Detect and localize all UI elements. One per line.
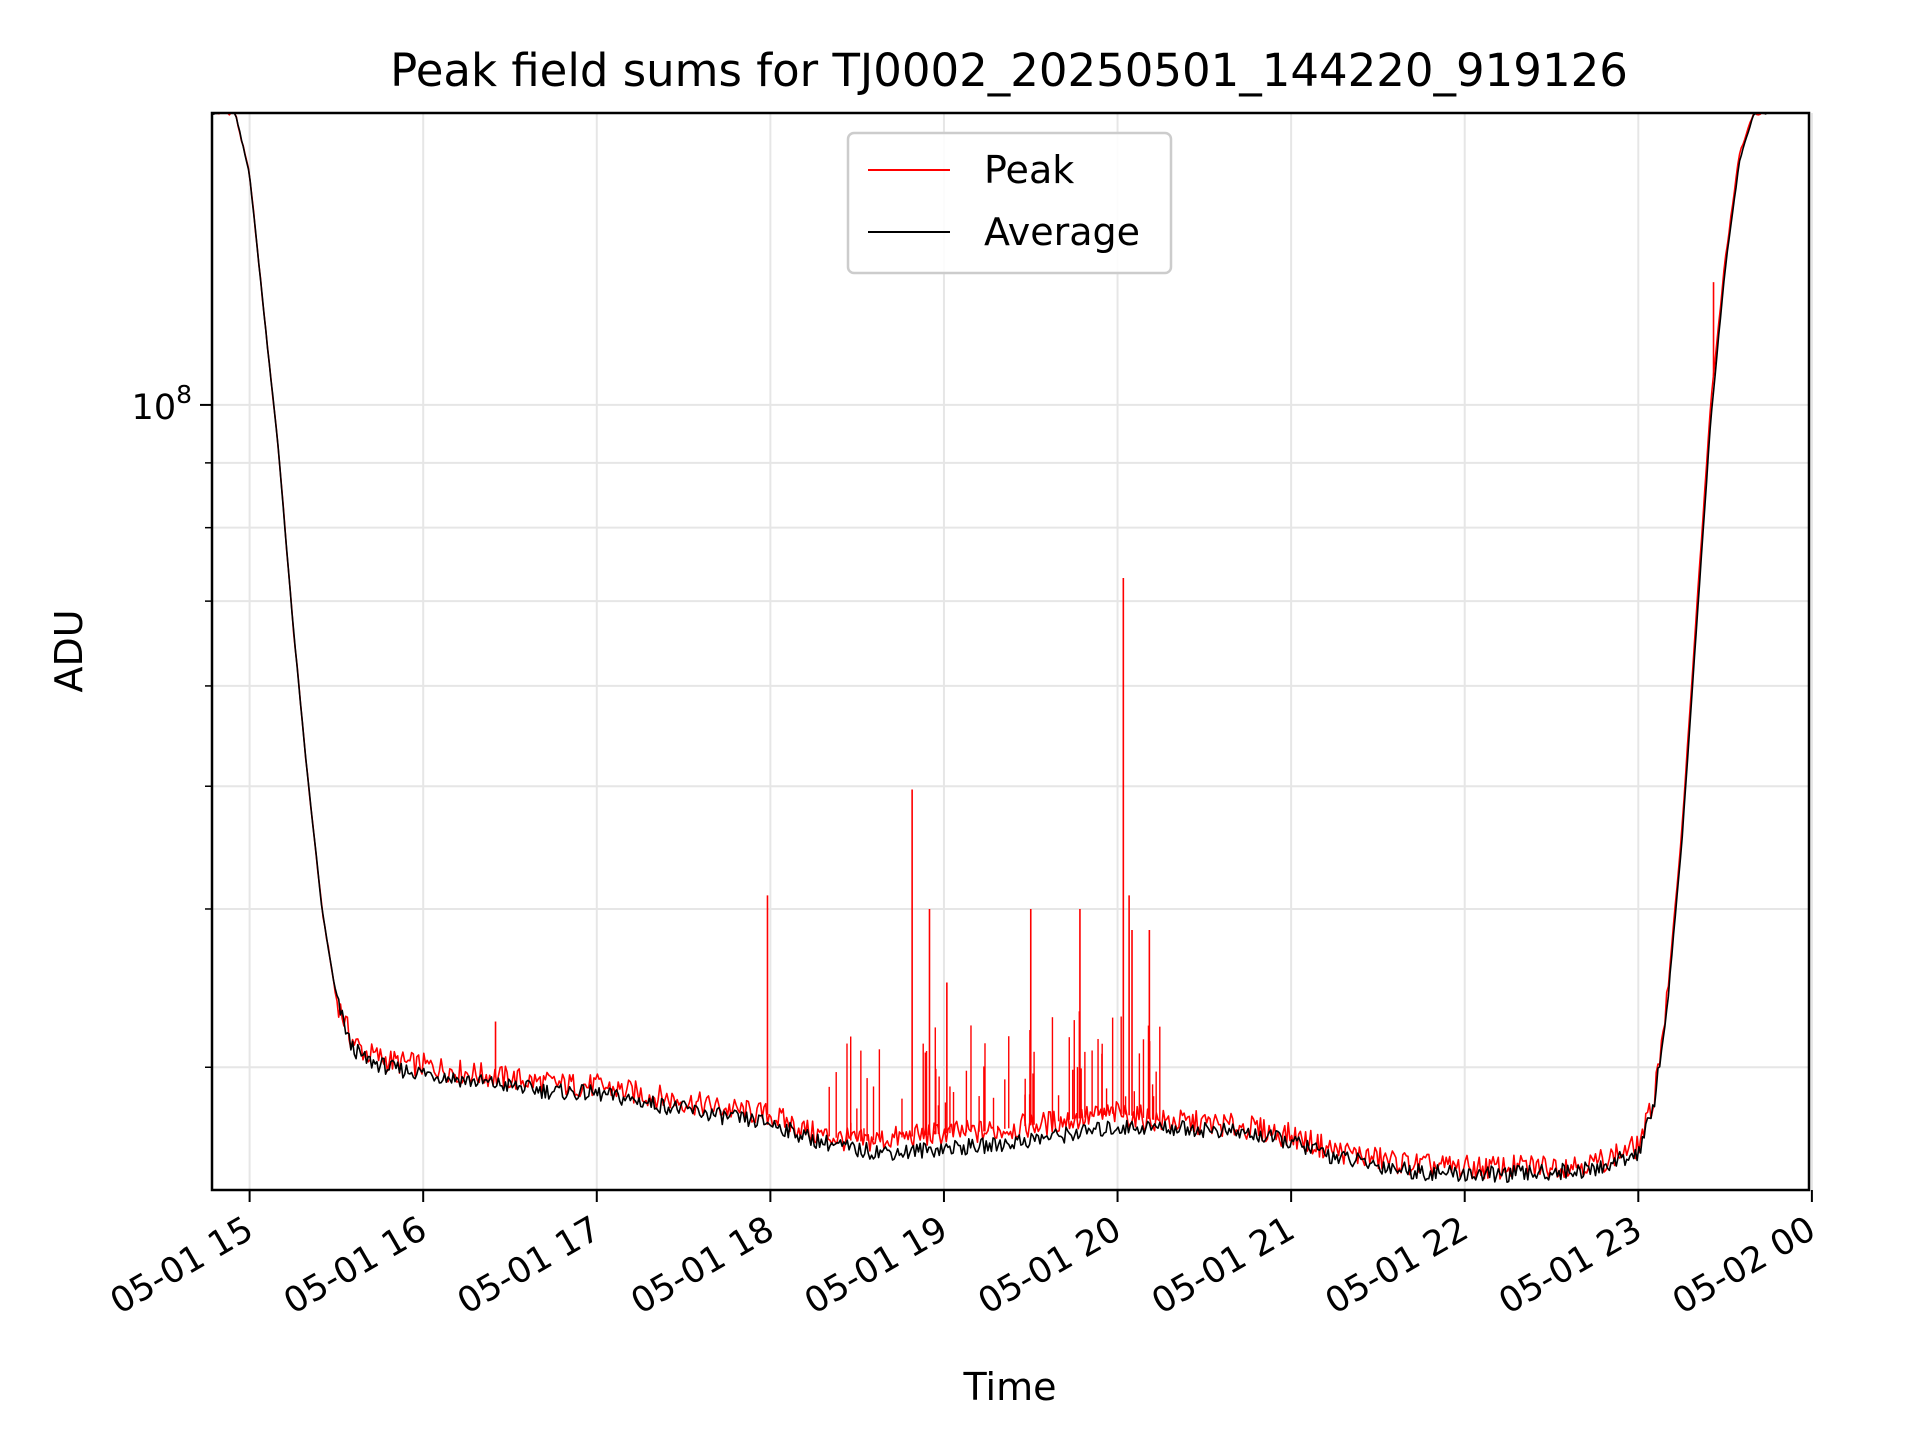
chart-title: Peak field sums for TJ0002_20250501_1442… xyxy=(390,44,1628,97)
series-line-average xyxy=(212,113,1768,1183)
x-tick-label: 05-01 23 xyxy=(1493,1209,1649,1322)
grid xyxy=(212,113,1813,1190)
legend-label-peak: Peak xyxy=(984,148,1074,192)
x-tick-label: 05-01 16 xyxy=(277,1209,433,1322)
legend: Peak Average xyxy=(846,131,1173,275)
x-axis-ticks: 05-01 15 05-01 16 05-01 17 05-01 18 05-01 19… xyxy=(104,1190,1822,1322)
x-axis-label: Time xyxy=(963,1365,1057,1409)
legend-box xyxy=(846,131,1173,275)
x-tick-label: 05-02 00 xyxy=(1666,1209,1822,1322)
x-tick-label: 05-01 15 xyxy=(104,1209,260,1322)
x-tick-label: 05-01 22 xyxy=(1319,1209,1475,1322)
x-tick-label: 05-01 21 xyxy=(1145,1209,1301,1322)
x-tick-label: 05-01 19 xyxy=(798,1209,954,1322)
plot-frame xyxy=(210,111,1811,1192)
x-tick-label: 05-01 17 xyxy=(451,1209,607,1322)
series-line-peak xyxy=(212,113,1768,1180)
y-axis-ticks: 108 xyxy=(132,380,212,1068)
y-axis-label: ADU xyxy=(47,609,91,692)
x-tick-label: 05-01 20 xyxy=(972,1209,1128,1322)
x-tick-label: 05-01 18 xyxy=(625,1209,781,1322)
legend-label-average: Average xyxy=(984,210,1140,254)
y-tick-label: 108 xyxy=(132,380,192,428)
plot-area xyxy=(212,113,1768,1183)
